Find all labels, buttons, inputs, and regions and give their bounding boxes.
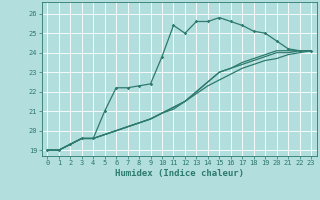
X-axis label: Humidex (Indice chaleur): Humidex (Indice chaleur) [115,169,244,178]
